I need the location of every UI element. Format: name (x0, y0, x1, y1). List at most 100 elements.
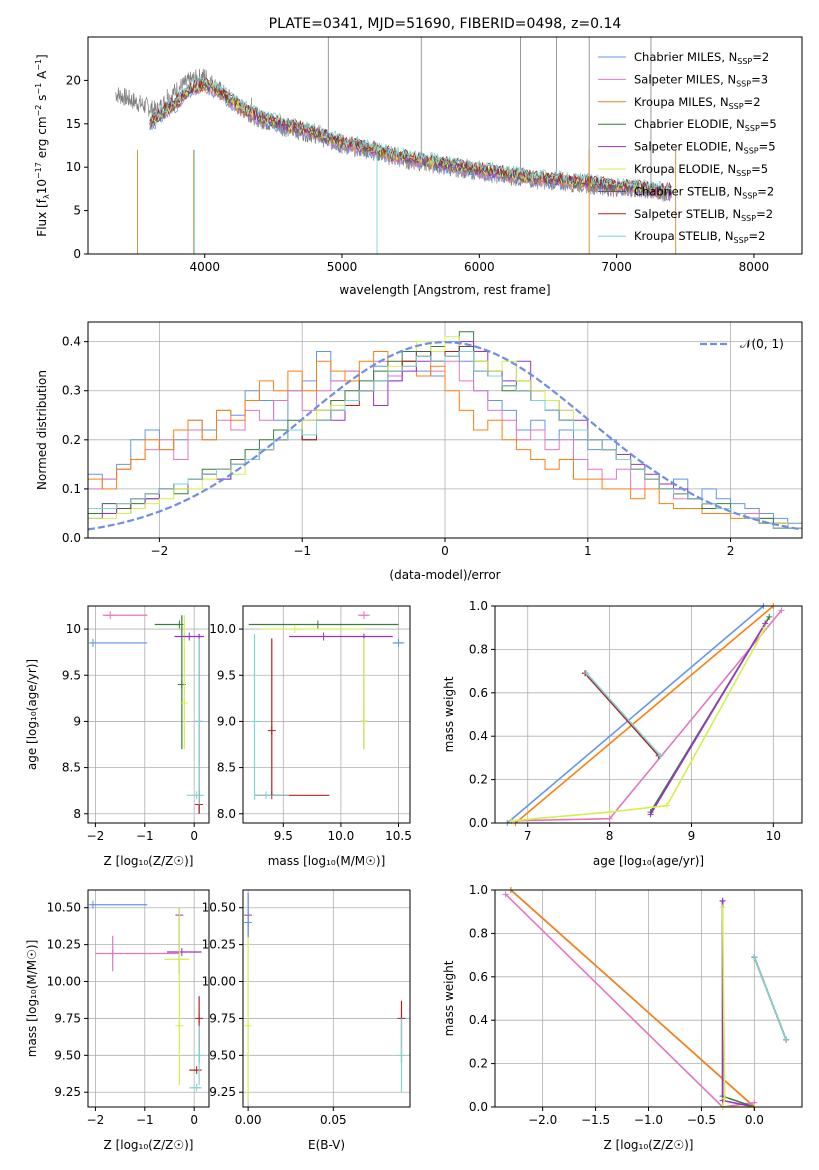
y-tick-label: 9.5 (62, 668, 81, 682)
legend-eq: = (759, 140, 769, 154)
x-tick-label: 0.0 (745, 1113, 764, 1127)
axes-frame (87, 605, 210, 824)
data-point (359, 638, 368, 750)
error-points (88, 611, 205, 814)
panel-4 (243, 606, 410, 823)
x-axis-label: (data-model)/error (389, 568, 500, 582)
y-tick-label: 1.0 (469, 883, 488, 897)
panel-3 (88, 606, 209, 823)
x-tick-label: −2 (151, 544, 169, 558)
legend-name: Salpeter ELODIE (634, 140, 728, 154)
gaussian-curve (88, 341, 802, 531)
legend-n: , N (713, 95, 729, 109)
y-tick-label: 10 (66, 622, 81, 636)
panel-frame-1 (84, 36, 803, 258)
y-tick-label: 0.2 (469, 773, 488, 787)
legend-n: , N (721, 50, 737, 64)
x-tick-label: 5000 (327, 260, 358, 274)
legend-eq: = (751, 72, 761, 86)
axes-frame (494, 605, 803, 824)
spectrum-lines (115, 37, 677, 254)
point-marker (262, 791, 271, 800)
y-tick-label: 10.50 (202, 901, 236, 915)
legend-n: , N (728, 140, 744, 154)
legend-name: Salpeter STELIB (634, 207, 725, 221)
y-tick-label: 8.5 (62, 761, 81, 775)
y-tick-label: 0.0 (62, 531, 81, 545)
y-tick-label: 9.25 (54, 1085, 81, 1099)
point-marker (313, 620, 322, 629)
data-point (248, 620, 399, 629)
panel-frame-6 (84, 889, 210, 1111)
legend-eq: = (757, 184, 767, 198)
x-tick-label: 2 (727, 544, 735, 558)
y-tick-label: 10.25 (202, 938, 236, 952)
point-marker (319, 632, 328, 641)
x-tick-label: 10.5 (385, 829, 412, 843)
point-marker (180, 698, 189, 707)
y-tick-label: 0.0 (469, 1100, 488, 1114)
legend-sub: SSP (729, 102, 744, 111)
weight-marker (719, 904, 726, 911)
legend-n: , N (718, 229, 734, 243)
legend-entry: Chabrier MILES, NSSP=2 (634, 50, 769, 66)
legend-entry: Kroupa MILES, NSSP=2 (634, 95, 761, 111)
legend-name: Chabrier STELIB (634, 184, 726, 198)
weight-marker (606, 815, 613, 822)
legend-entry: Kroupa ELODIE, NSSP=5 (634, 162, 768, 178)
y-tick-label: 10 (66, 160, 81, 174)
legend-eq: = (760, 117, 770, 131)
point-marker (244, 918, 253, 927)
error-points (248, 611, 405, 800)
weight-marker (762, 624, 769, 631)
x-axis-label: wavelength [Angstrom, rest frame] (339, 283, 550, 297)
weight-line (511, 609, 783, 822)
panel-frame-7 (239, 889, 411, 1111)
data-point (260, 625, 364, 634)
weight-line (506, 605, 765, 824)
y-tick-label: 0.4 (469, 729, 488, 743)
y-tick-label: 0.4 (62, 335, 81, 349)
point-marker (185, 632, 194, 641)
weight-line (511, 627, 766, 822)
legend-n: , N (725, 207, 741, 221)
panel-frame-3 (84, 605, 210, 827)
y-tick-label: 0.8 (469, 926, 488, 940)
model-spectrum (149, 76, 672, 192)
x-tick-label: 0 (190, 1113, 198, 1127)
data-point (95, 935, 180, 972)
weight-line (721, 907, 755, 1108)
x-tick-label: 9.5 (274, 829, 293, 843)
legend-name: Chabrier ELODIE (634, 117, 729, 131)
data-point (392, 638, 405, 647)
data-point (88, 900, 148, 909)
x-tick-label: 6000 (464, 260, 495, 274)
x-tick-label: 4000 (189, 260, 220, 274)
legend-nssp: 5 (768, 140, 775, 154)
x-tick-label: 8000 (739, 260, 770, 274)
legend-name: Kroupa MILES (634, 95, 713, 109)
y-tick-label: 0.6 (469, 686, 488, 700)
weight-line (510, 889, 755, 1108)
weight-lines (502, 887, 790, 1110)
legend-nssp: 2 (758, 229, 765, 243)
legend-name: Salpeter MILES (634, 72, 720, 86)
point-marker (290, 625, 299, 634)
legend-nssp: 5 (769, 117, 776, 131)
weight-marker (663, 802, 670, 809)
legend-n: , N (729, 117, 745, 131)
point-marker (108, 949, 117, 958)
data-point (189, 1066, 202, 1075)
legend-n: , N (720, 72, 736, 86)
y-tick-label: 0.3 (62, 384, 81, 398)
panel-frame-8 (491, 889, 803, 1111)
histogram-step (88, 351, 802, 529)
point-marker (250, 717, 259, 726)
point-marker (195, 1051, 204, 1060)
data-point (186, 791, 205, 800)
legend-nssp: 2 (753, 95, 760, 109)
point-marker (106, 611, 115, 620)
x-axis-label: E(B-V) (308, 1138, 345, 1152)
weight-marker (583, 670, 590, 677)
